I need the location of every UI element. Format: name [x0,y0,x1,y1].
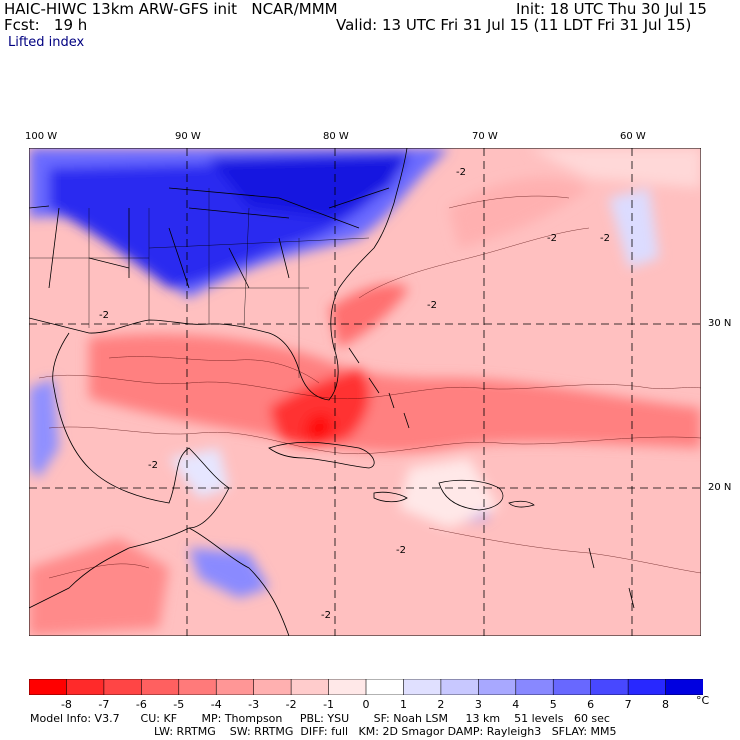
colorbar-label: -6 [135,698,147,711]
colorbar-label: 6 [587,698,595,711]
colorbar-swatch [103,679,143,695]
model-info-line2: LW: RRTMG SW: RRTMG DIFF: full KM: 2D Sm… [154,725,617,738]
colorbar-swatch [328,679,367,695]
colorbar-swatch [290,679,330,695]
colorbar-label: 1 [399,698,407,711]
colorbar-label: 8 [662,698,670,711]
colorbar-swatch [665,679,703,695]
colorbar-label: -5 [173,698,185,711]
lat-tick: 30 N [708,318,732,329]
colorbar-label: 7 [624,698,632,711]
lon-tick: 100 W [25,131,58,142]
colorbar-swatch [403,679,442,695]
colorbar-unit: °C [696,694,710,707]
lon-tick: 70 W [472,131,498,142]
colorbar-swatch [515,679,555,695]
contours [38,195,701,579]
colorbar-swatch [141,679,180,695]
contour-label: -2 [600,233,610,244]
lon-tick: 80 W [323,131,349,142]
contour-label-group: -2 -2 -2 -2 -2 -2 -2 -2 [99,167,610,621]
contour-label: -2 [427,300,437,311]
model-info-line1: Model Info: V3.7 CU: KF MP: Thompson PBL… [30,712,610,725]
colorbar-label: -4 [210,698,222,711]
contour-label: -2 [148,460,158,471]
colorbar-swatch [365,679,405,695]
colorbar-label: 2 [437,698,445,711]
lifted-index-map: -2 -2 -2 -2 -2 -2 -2 -2 [29,148,701,636]
colorbar-swatch [552,679,592,695]
field-name: Lifted index [8,35,85,50]
coastlines [29,148,635,636]
contour-label: -2 [547,233,557,244]
lon-tick: 90 W [175,131,201,142]
forecast-hour: Fcst: 19 h [4,16,88,34]
colorbar-label: 3 [474,698,482,711]
contour-label: -2 [99,310,109,321]
contour-label: -2 [396,545,406,556]
lat-lon-grid [29,148,701,636]
colorbar-label: -3 [248,698,260,711]
lat-tick: 20 N [708,482,732,493]
colorbar-label: -7 [98,698,110,711]
colorbar-swatch [178,679,218,695]
colorbar-label: 4 [512,698,520,711]
colorbar-label: -2 [285,698,297,711]
colorbar-swatch [590,679,629,695]
contour-label: -2 [321,610,331,621]
lon-tick: 60 W [620,131,646,142]
colorbar-swatch [66,679,105,695]
colorbar-label: -8 [60,698,72,711]
colorbar-label: 5 [549,698,557,711]
colorbar-swatch [29,679,68,695]
model-title: HAIC-HIWC 13km ARW-GFS init NCAR/MMM [4,0,338,18]
colorbar-label: -1 [323,698,335,711]
colorbar-swatch [440,679,480,695]
valid-time: Valid: 13 UTC Fri 31 Jul 15 (11 LDT Fri … [336,16,692,34]
colorbar-swatch [215,679,255,695]
colorbar-label: 0 [362,698,370,711]
state-borders [29,188,370,378]
colorbar-swatch [253,679,292,695]
init-time: Init: 18 UTC Thu 30 Jul 15 [516,0,707,18]
colorbar [29,679,703,695]
contour-label: -2 [456,167,466,178]
shading-layer [29,148,701,636]
colorbar-swatch [627,679,667,695]
colorbar-swatch [478,679,517,695]
